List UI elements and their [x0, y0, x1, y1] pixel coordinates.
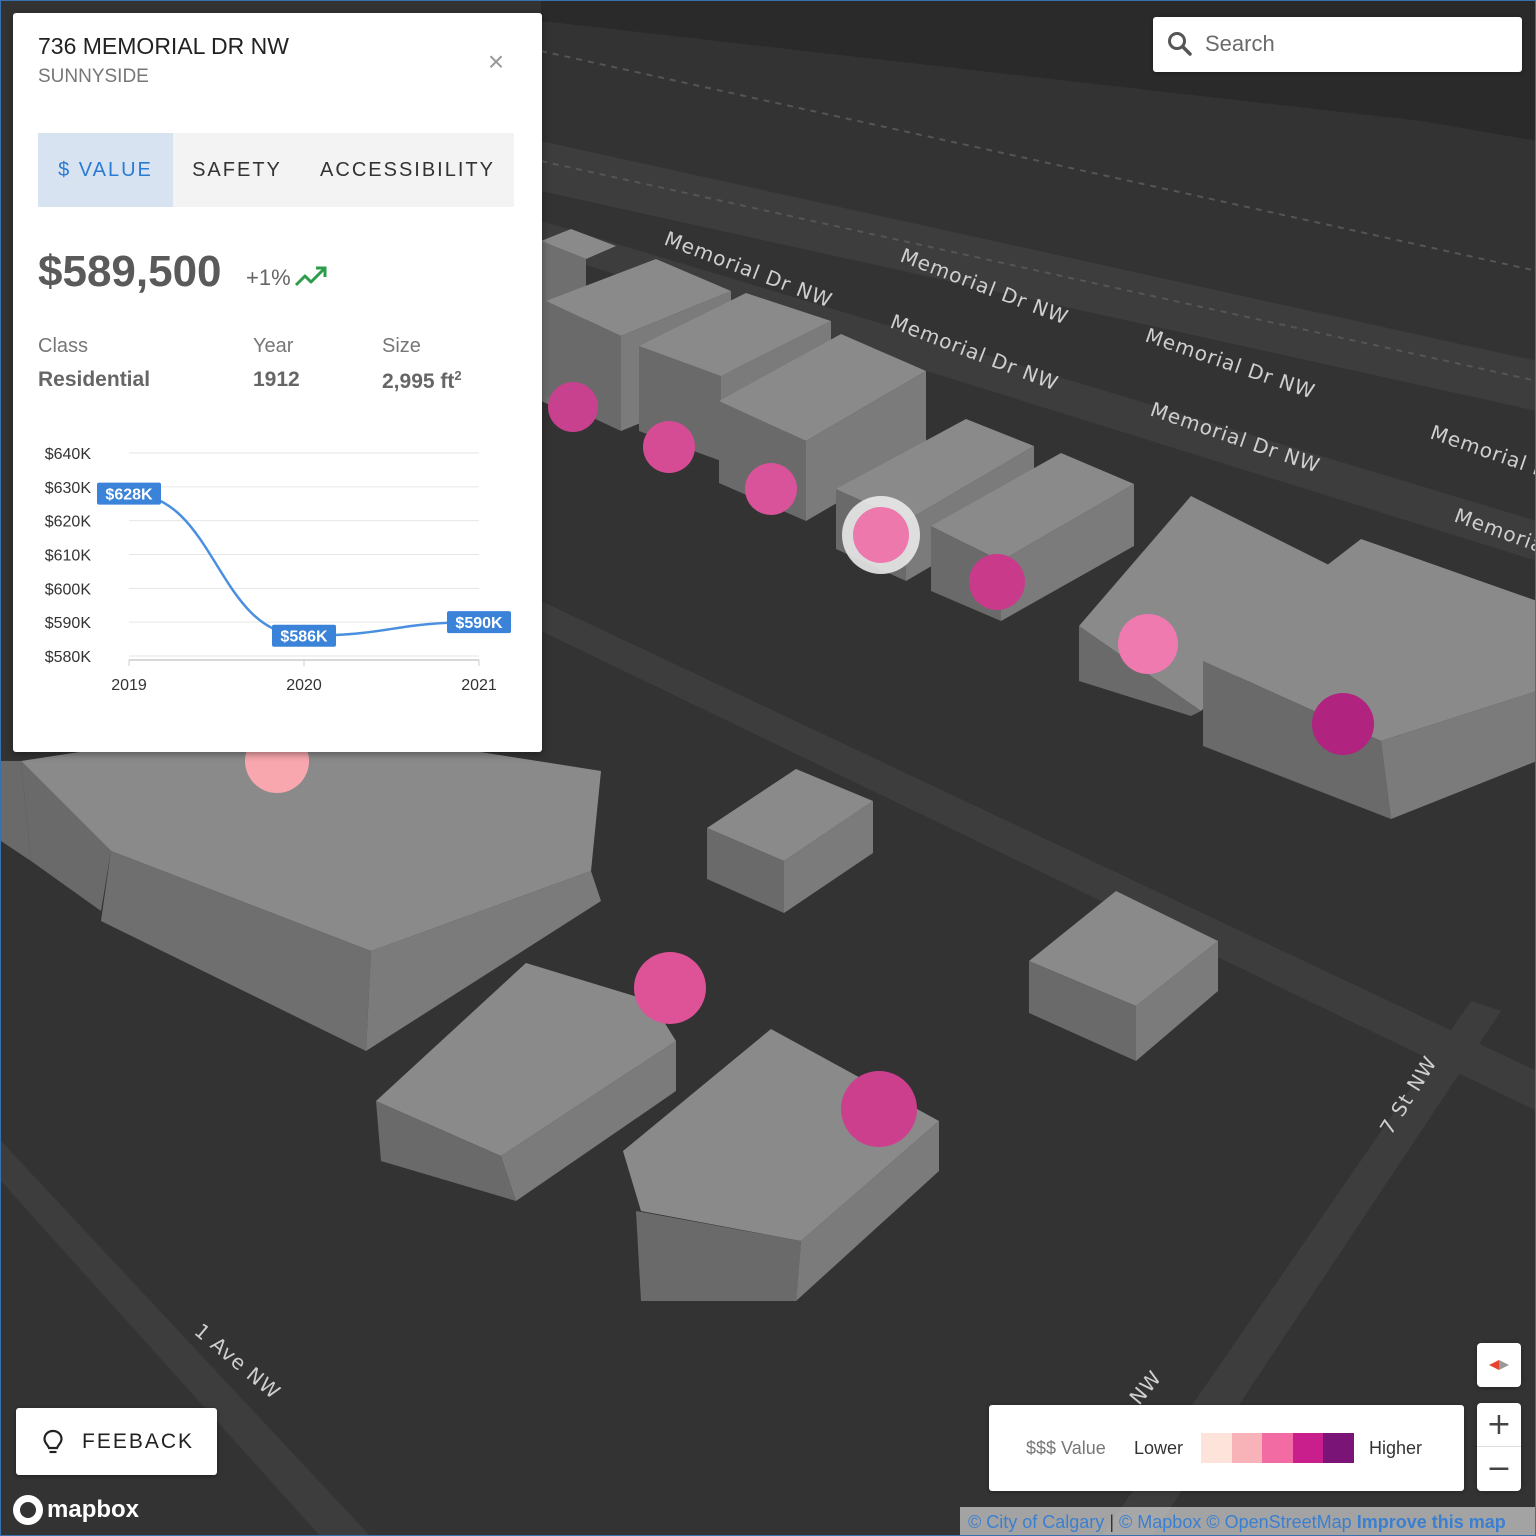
stat-label-size: Size — [382, 335, 421, 357]
property-markers[interactable] — [245, 382, 1374, 1147]
x-tick-label: 2019 — [111, 677, 147, 694]
value-change-percent: +1% — [246, 265, 291, 290]
legend-low-label: Lower — [1134, 1438, 1184, 1458]
y-tick-label: $590K — [45, 615, 92, 632]
panel-tabs: $ VALUE SAFETY ACCESSIBILITY — [38, 133, 514, 207]
building — [1, 741, 601, 1051]
tab-safety[interactable]: SAFETY — [192, 159, 282, 181]
attribution-city-link[interactable]: © City of Calgary — [968, 1512, 1105, 1532]
chart-grid — [129, 452, 479, 661]
data-label: $586K — [280, 629, 328, 646]
size-unit-superscript: 2 — [454, 368, 462, 383]
data-label-box — [272, 624, 336, 647]
x-tick-label: 2021 — [461, 677, 497, 694]
map-attribution: © City of Calgary | © Mapbox © OpenStree… — [960, 1507, 1535, 1535]
search-input[interactable] — [1205, 25, 1505, 63]
improve-map-link[interactable]: Improve this map — [1356, 1512, 1506, 1532]
property-marker[interactable] — [745, 463, 797, 515]
neighbourhood-name: SUNNYSIDE — [38, 66, 149, 87]
tab-value[interactable]: $ VALUE — [38, 133, 173, 207]
property-marker[interactable] — [841, 1071, 917, 1147]
attribution-mapbox-link[interactable]: © Mapbox — [1119, 1512, 1202, 1532]
value-history-chart: $580K $590K $600K $610K $620K $630K $640K 2019… — [45, 446, 511, 694]
close-panel-button[interactable]: × — [481, 47, 511, 77]
selected-property-marker[interactable] — [853, 507, 909, 563]
road-1-ave — [1, 1141, 370, 1535]
value-series-line — [128, 492, 480, 637]
feedback-label: FEEBACK — [82, 1430, 195, 1453]
y-tick-label: $640K — [45, 446, 92, 463]
road-memorial-dr-2 — [541, 221, 1535, 561]
legend-swatch — [1323, 1433, 1354, 1463]
close-icon: × — [487, 46, 505, 77]
property-address: 736 MEMORIAL DR NW — [38, 33, 289, 59]
data-label: $628K — [105, 487, 153, 504]
building — [376, 963, 676, 1201]
size-value: 2,995 ft — [382, 370, 455, 393]
y-tick-label: $580K — [45, 649, 92, 666]
property-marker[interactable] — [1312, 693, 1374, 755]
compass-icon — [1489, 1360, 1509, 1370]
value-legend: $$$ Value Lower Higher — [989, 1405, 1464, 1491]
legend-swatch — [1201, 1433, 1232, 1463]
property-info-panel: 736 MEMORIAL DR NW SUNNYSIDE × $ VALUE S… — [13, 13, 542, 752]
legend-swatch — [1231, 1433, 1263, 1463]
mapbox-logo[interactable]: mapbox — [13, 1494, 139, 1526]
tab-accessibility[interactable]: ACCESSIBILITY — [320, 159, 495, 181]
stat-value-size: 2,995 ft2 — [382, 368, 462, 394]
legend-swatch — [1262, 1433, 1293, 1463]
x-tick-label: 2020 — [286, 677, 322, 694]
y-tick-label: $600K — [45, 581, 92, 598]
mapbox-logo-icon — [13, 1495, 43, 1525]
y-tick-label: $610K — [45, 548, 92, 565]
road-7-st — [1102, 1001, 1501, 1535]
zoom-out-button[interactable]: − — [1486, 1451, 1512, 1486]
property-marker[interactable] — [1118, 614, 1178, 674]
data-label-box — [97, 482, 161, 505]
property-marker[interactable] — [643, 421, 695, 473]
road-middle — [541, 601, 1535, 1111]
chart-y-ticks: $580K $590K $600K $610K $620K $630K $640K — [45, 446, 92, 666]
road-memorial-dr — [541, 141, 1535, 411]
data-label-box — [447, 611, 511, 634]
legend-swatch — [1292, 1433, 1324, 1463]
data-label: $590K — [455, 615, 503, 632]
street-label: Memorial D — [1427, 420, 1536, 483]
compass-button[interactable] — [1477, 1343, 1521, 1387]
legend-title: $$$ Value — [1026, 1438, 1106, 1458]
building — [1029, 891, 1218, 1061]
zoom-controls: + − — [1477, 1403, 1521, 1491]
legend-color-scale — [1201, 1433, 1354, 1463]
search-box — [1153, 17, 1522, 72]
lightbulb-icon — [43, 1429, 63, 1454]
lane-lines — [540, 50, 1535, 382]
stat-value-class: Residential — [38, 368, 151, 391]
y-tick-label: $620K — [45, 514, 92, 531]
trending-up-icon — [294, 266, 327, 287]
property-marker[interactable] — [969, 554, 1025, 610]
attribution-osm-link[interactable]: © OpenStreetMap — [1206, 1512, 1352, 1532]
legend-high-label: Higher — [1369, 1438, 1423, 1458]
building — [707, 769, 873, 913]
attribution-separator: | — [1109, 1512, 1115, 1532]
property-marker[interactable] — [634, 952, 706, 1024]
building — [1203, 539, 1535, 819]
search-icon — [1168, 32, 1192, 56]
chart-x-ticks: 2019 2020 2021 — [111, 660, 497, 694]
stat-label-year: Year — [253, 335, 294, 357]
y-tick-label: $630K — [45, 480, 92, 497]
property-marker[interactable] — [548, 382, 598, 432]
chart-data-labels: $628K $586K $590K — [97, 482, 511, 647]
street-label: NW — [1124, 1366, 1166, 1410]
stat-label-class: Class — [38, 335, 89, 357]
mapbox-logo-text: mapbox — [47, 1496, 140, 1523]
zoom-in-button[interactable]: + — [1477, 1403, 1521, 1447]
stat-value-year: 1912 — [253, 368, 300, 391]
property-value: $589,500 — [38, 247, 222, 296]
feedback-button[interactable]: FEEBACK — [16, 1408, 217, 1475]
